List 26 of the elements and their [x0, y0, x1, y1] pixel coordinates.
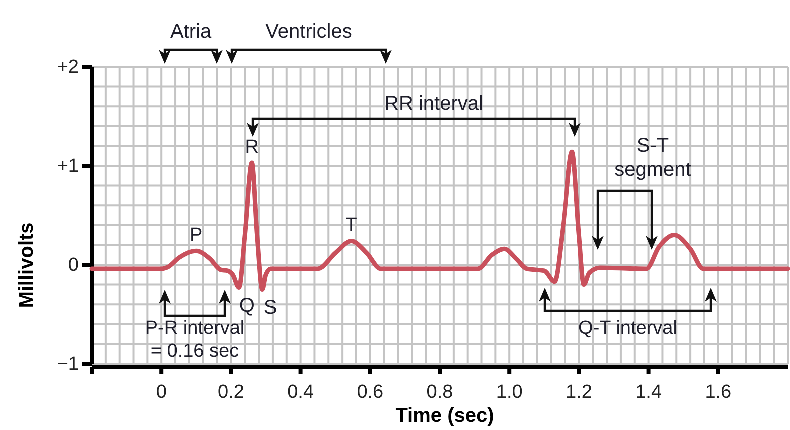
- x-tick-label: 0.8: [426, 382, 454, 403]
- annotation: Q-T interval: [578, 318, 678, 339]
- y-axis-title: Millivolts: [16, 222, 38, 308]
- y-tick-label: −1: [57, 354, 79, 376]
- annotation: T: [346, 215, 358, 236]
- y-tick-label: +1: [57, 156, 79, 178]
- annotation: S: [264, 296, 278, 319]
- x-axis-title: Time (sec): [396, 405, 494, 427]
- annotation: P-R interval = 0.16 sec: [145, 318, 245, 362]
- x-tick-label: 0.4: [288, 382, 314, 403]
- x-tick-label: 1.0: [496, 382, 523, 403]
- annotation: R: [245, 137, 259, 158]
- text: Atria: [170, 21, 212, 43]
- x-tick-label: 0.6: [357, 382, 384, 403]
- annotation: P: [190, 225, 203, 246]
- x-tick-label: 1.4: [636, 382, 662, 403]
- x-tick-label: 1.6: [705, 382, 732, 403]
- text: Ventricles: [266, 21, 352, 43]
- y-tick-label: +2: [57, 57, 79, 78]
- annotation: S-T segment: [614, 135, 692, 181]
- annotation: RR interval: [384, 93, 484, 115]
- y-tick-label: 0: [68, 255, 79, 276]
- x-tick-label: 0: [156, 382, 167, 403]
- x-tick-label: 1.2: [566, 382, 592, 403]
- x-tick-label: 0.2: [218, 382, 244, 403]
- annotation: Q: [239, 294, 255, 317]
